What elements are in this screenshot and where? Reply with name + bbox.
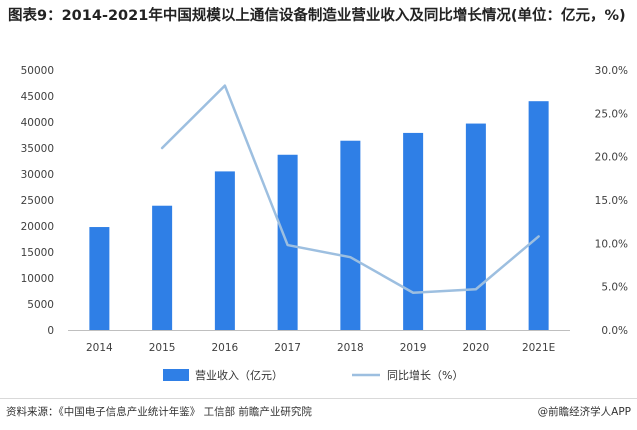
y-left-tick-label: 10000	[21, 273, 54, 285]
y-right-tick-label: 20.0%	[595, 152, 628, 164]
x-tick-label: 2018	[337, 342, 364, 354]
legend: 营业收入（亿元） 同比增长（%）	[163, 368, 463, 382]
bar-2020	[465, 123, 486, 330]
x-tick-label: 2020	[463, 342, 490, 354]
x-tick-label: 2016	[212, 342, 239, 354]
y-left-tick-label: 15000	[21, 247, 54, 259]
y-left-tick-label: 20000	[21, 221, 54, 233]
y-right-tick-label: 5.0%	[601, 282, 628, 294]
credit-note: @前瞻经济学人APP	[537, 406, 631, 418]
y-right-tick-label: 15.0%	[595, 195, 628, 207]
bar-2016	[214, 171, 235, 330]
y-left-tick-label: 0	[47, 325, 54, 337]
y-left-tick-label: 25000	[21, 195, 54, 207]
y-left-tick-label: 40000	[21, 117, 54, 129]
legend-label-revenue: 营业收入（亿元）	[195, 368, 283, 382]
line-series	[160, 84, 540, 294]
y-right-tick-label: 10.0%	[595, 238, 628, 250]
legend-swatch-revenue	[163, 369, 189, 381]
axes: 2014 2015 2016 2017 2018 2019 2020 2021E 0 5000 10…	[21, 65, 628, 354]
bar-series	[89, 101, 549, 330]
source-note: 资料来源：《中国电子信息产业统计年鉴》 工信部 前瞻产业研究院	[6, 406, 312, 418]
y-left-tick-label: 30000	[21, 169, 54, 181]
bar-2018	[340, 140, 361, 330]
bar-2014	[89, 227, 110, 330]
y-left-tick-label: 45000	[21, 91, 54, 103]
x-tick-label: 2021E	[522, 342, 555, 354]
x-tick-label: 2014	[86, 342, 113, 354]
x-tick-label: 2017	[274, 342, 301, 354]
bar-2015	[152, 205, 173, 330]
y-right-tick-label: 25.0%	[595, 108, 628, 120]
y-right-tick-label: 0.0%	[601, 325, 628, 337]
bar-2021E	[528, 101, 549, 330]
bar-2019	[403, 132, 424, 330]
legend-label-growth: 同比增长（%）	[387, 368, 463, 382]
y-left-tick-label: 35000	[21, 143, 54, 155]
footer-divider	[0, 398, 637, 399]
chart-title: 图表9：2014-2021年中国规模以上通信设备制造业营业收入及同比增长情况(单…	[8, 8, 626, 24]
x-tick-label: 2019	[400, 342, 427, 354]
x-tick-label: 2015	[149, 342, 176, 354]
y-left-tick-label: 50000	[21, 65, 54, 77]
y-right-tick-label: 30.0%	[595, 65, 628, 77]
y-left-tick-label: 5000	[27, 299, 54, 311]
